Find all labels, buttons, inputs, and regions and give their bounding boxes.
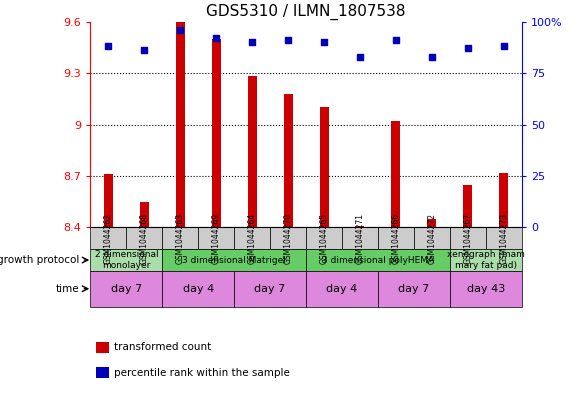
Text: 3 dimensional polyHEMA: 3 dimensional polyHEMA — [322, 255, 434, 264]
Bar — [306, 271, 378, 307]
Text: day 4: day 4 — [326, 284, 357, 294]
Point — [283, 37, 293, 43]
Point — [355, 53, 365, 60]
Bar — [306, 228, 342, 249]
Point — [427, 53, 437, 60]
Point — [212, 35, 221, 41]
Text: GSM1044273: GSM1044273 — [499, 213, 508, 264]
Bar — [378, 228, 414, 249]
Text: growth protocol: growth protocol — [0, 255, 79, 265]
Text: GSM1044269: GSM1044269 — [212, 213, 221, 264]
Text: 2 dimensional
monolayer: 2 dimensional monolayer — [94, 250, 158, 270]
Point — [319, 39, 329, 45]
Point — [139, 47, 149, 53]
Bar — [270, 228, 306, 249]
Bar — [319, 107, 329, 228]
Bar — [306, 249, 450, 271]
Text: day 4: day 4 — [182, 284, 214, 294]
Bar — [356, 226, 364, 228]
Text: GSM1044267: GSM1044267 — [463, 213, 472, 264]
Bar — [450, 249, 522, 271]
Text: GSM1044262: GSM1044262 — [104, 213, 113, 264]
Text: percentile rank within the sample: percentile rank within the sample — [114, 367, 290, 378]
Point — [247, 39, 257, 45]
Bar — [248, 77, 257, 228]
Text: GSM1044272: GSM1044272 — [427, 213, 437, 264]
Text: xenograph (mam
mary fat pad): xenograph (mam mary fat pad) — [447, 250, 525, 270]
Point — [463, 45, 472, 51]
Bar — [342, 228, 378, 249]
Bar — [234, 271, 306, 307]
Point — [175, 27, 185, 33]
Text: GSM1044266: GSM1044266 — [391, 213, 401, 264]
Bar — [140, 202, 149, 228]
Text: GSM1044268: GSM1044268 — [140, 213, 149, 264]
Bar — [198, 228, 234, 249]
Bar — [175, 22, 185, 228]
Text: time: time — [56, 284, 79, 294]
Bar — [90, 249, 162, 271]
Text: GSM1044263: GSM1044263 — [175, 213, 185, 264]
Text: day 7: day 7 — [398, 284, 430, 294]
Bar — [486, 228, 522, 249]
Bar — [450, 271, 522, 307]
Bar — [427, 219, 437, 228]
Bar — [499, 173, 508, 228]
Title: GDS5310 / ILMN_1807538: GDS5310 / ILMN_1807538 — [206, 4, 406, 20]
Bar — [378, 271, 450, 307]
Point — [104, 43, 113, 50]
Text: 3 dimensional Matrigel: 3 dimensional Matrigel — [182, 255, 286, 264]
Text: GSM1044265: GSM1044265 — [319, 213, 329, 264]
Text: GSM1044271: GSM1044271 — [356, 213, 364, 264]
Bar — [162, 249, 306, 271]
Text: GSM1044270: GSM1044270 — [283, 213, 293, 264]
Bar — [212, 39, 221, 228]
Bar — [391, 121, 401, 228]
Point — [499, 43, 508, 50]
Bar — [234, 228, 270, 249]
Bar — [283, 94, 293, 228]
Text: day 7: day 7 — [255, 284, 286, 294]
Text: transformed count: transformed count — [114, 342, 211, 352]
Text: day 7: day 7 — [111, 284, 142, 294]
Text: day 43: day 43 — [467, 284, 505, 294]
Bar — [127, 228, 162, 249]
Bar — [162, 271, 234, 307]
Bar — [414, 228, 450, 249]
Text: GSM1044264: GSM1044264 — [248, 213, 257, 264]
Point — [391, 37, 401, 43]
Bar — [90, 228, 127, 249]
Bar — [162, 228, 198, 249]
Bar — [104, 174, 113, 228]
Bar — [450, 228, 486, 249]
Bar — [463, 185, 472, 228]
Bar — [90, 271, 162, 307]
